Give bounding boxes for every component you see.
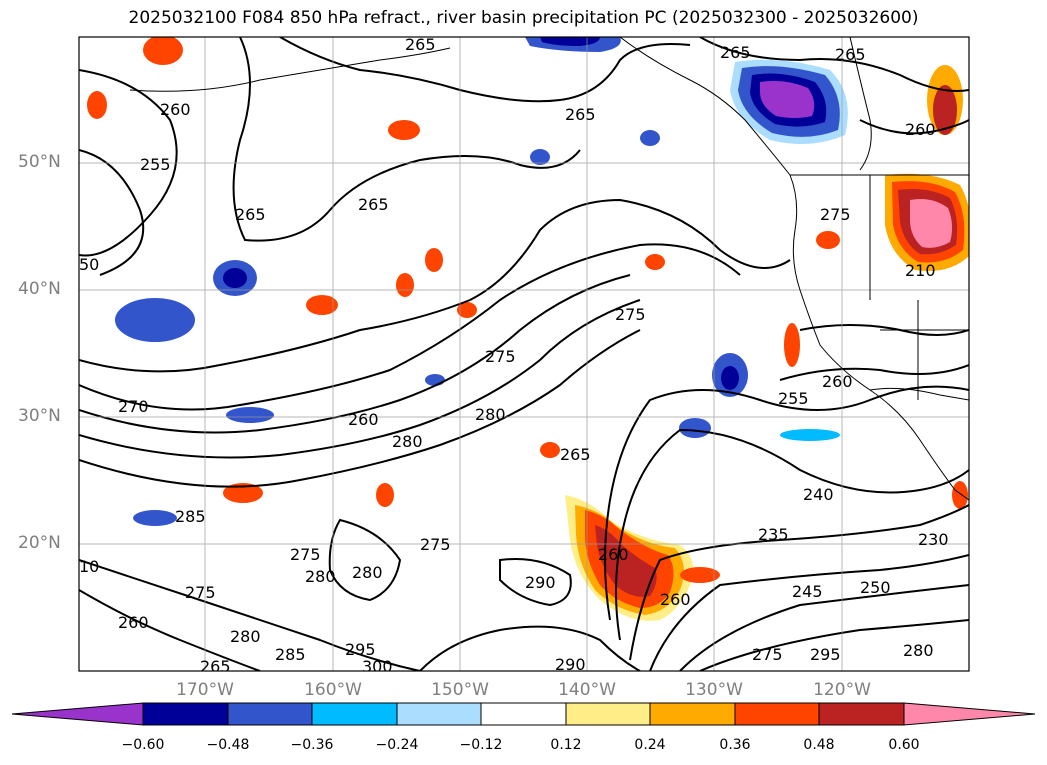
svg-text:280: 280 (903, 641, 934, 660)
svg-text:295: 295 (810, 645, 841, 664)
svg-text:265: 265 (560, 445, 591, 464)
colorbar-tick: 0.24 (634, 737, 666, 753)
svg-text:280: 280 (475, 405, 506, 424)
svg-text:265: 265 (200, 657, 231, 676)
svg-text:280: 280 (352, 563, 383, 582)
graticule (79, 37, 969, 671)
svg-text:265: 265 (358, 195, 389, 214)
svg-text:260: 260 (660, 590, 691, 609)
svg-text:285: 285 (275, 645, 306, 664)
svg-text:275: 275 (752, 645, 783, 664)
svg-text:270: 270 (118, 397, 149, 416)
svg-text:290: 290 (525, 573, 556, 592)
svg-text:280: 280 (392, 432, 423, 451)
precipitation-shading (87, 37, 969, 621)
svg-text:260: 260 (822, 372, 853, 391)
longitude-label-150w: 150°W (431, 680, 489, 700)
svg-text:290: 290 (555, 655, 586, 674)
longitude-label-140w: 140°W (558, 680, 616, 700)
svg-text:260: 260 (598, 545, 629, 564)
svg-text:265: 265 (565, 105, 596, 124)
svg-text:265: 265 (405, 35, 436, 54)
latitude-label-30n: 30°N (18, 406, 61, 426)
latitude-label-20n: 20°N (18, 533, 61, 553)
colorbar-tick: 0.12 (550, 737, 582, 753)
colorbar-tick: 0.36 (719, 737, 751, 753)
coastline (129, 37, 969, 501)
colorbar-tick: 0.60 (888, 737, 920, 753)
colorbar-tick: −0.12 (459, 737, 503, 753)
map-title: 2025032100 F084 850 hPa refract., river … (128, 8, 919, 28)
svg-text:240: 240 (803, 485, 834, 504)
svg-text:210: 210 (905, 261, 936, 280)
svg-text:250: 250 (860, 578, 891, 597)
svg-text:260: 260 (118, 613, 149, 632)
svg-text:230: 230 (918, 530, 949, 549)
svg-text:285: 285 (175, 507, 206, 526)
svg-text:260: 260 (160, 100, 191, 119)
colorbar-tick: −0.60 (121, 737, 165, 753)
svg-text:275: 275 (185, 583, 216, 602)
svg-text:275: 275 (290, 545, 321, 564)
svg-text:275: 275 (420, 535, 451, 554)
colorbar-tick: 0.48 (803, 737, 835, 753)
svg-text:265: 265 (835, 45, 866, 64)
colorbar-tick: −0.48 (206, 737, 250, 753)
svg-text:265: 265 (235, 205, 266, 224)
svg-text:265: 265 (720, 43, 751, 62)
latitude-label-50n: 50°N (18, 152, 61, 172)
svg-text:275: 275 (820, 205, 851, 224)
svg-text:245: 245 (792, 582, 823, 601)
svg-text:295: 295 (345, 640, 376, 659)
svg-text:280: 280 (230, 627, 261, 646)
svg-text:260: 260 (348, 410, 379, 429)
svg-text:275: 275 (485, 347, 516, 366)
colorbar (11, 702, 1036, 726)
svg-text:255: 255 (778, 389, 809, 408)
colorbar-tick: −0.24 (375, 737, 419, 753)
svg-text:50: 50 (79, 255, 99, 274)
svg-text:10: 10 (79, 557, 99, 576)
svg-text:235: 235 (758, 525, 789, 544)
svg-text:260: 260 (905, 120, 936, 139)
contour-labels: 265 265 265 260 255 265 265 260 50 270 2… (79, 35, 949, 676)
svg-text:280: 280 (305, 567, 336, 586)
colorbar-tick: −0.36 (290, 737, 334, 753)
longitude-label-120w: 120°W (813, 680, 871, 700)
longitude-label-130w: 130°W (685, 680, 743, 700)
latitude-label-40n: 40°N (18, 279, 61, 299)
svg-text:275: 275 (615, 305, 646, 324)
svg-text:255: 255 (140, 155, 171, 174)
contour-lines (79, 37, 969, 671)
svg-text:300: 300 (362, 657, 393, 676)
longitude-label-170w: 170°W (176, 680, 234, 700)
longitude-label-160w: 160°W (304, 680, 362, 700)
